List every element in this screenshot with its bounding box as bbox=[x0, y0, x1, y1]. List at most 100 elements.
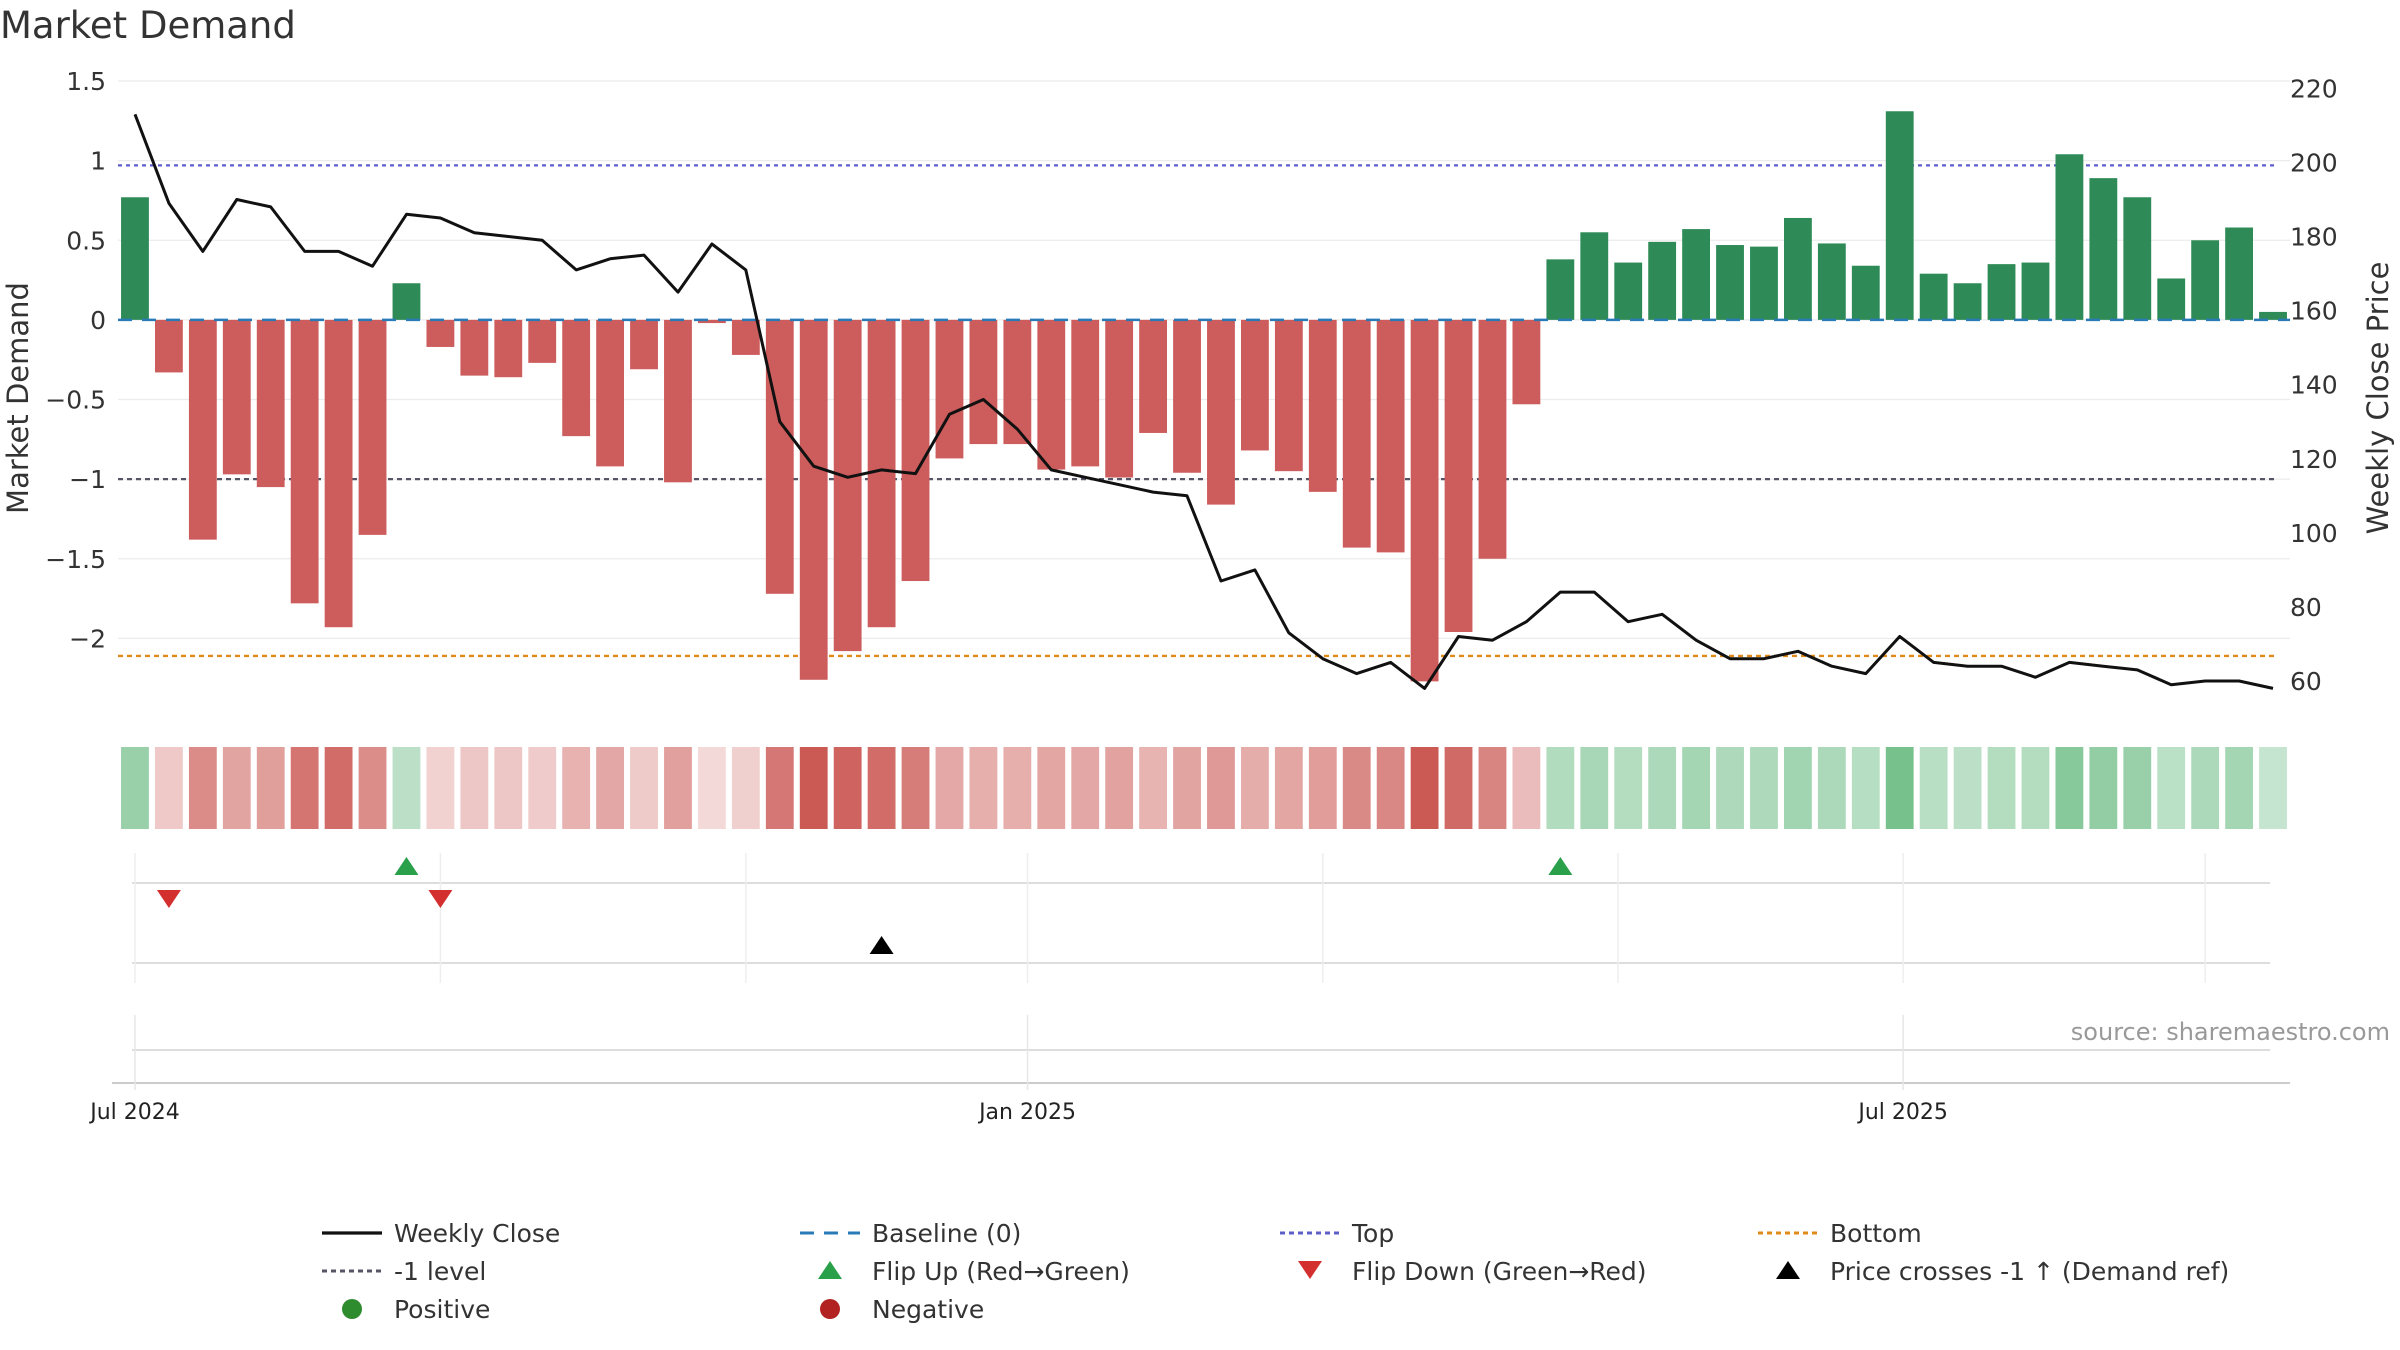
heat-cell bbox=[2225, 747, 2254, 829]
y2-tick-label: 120 bbox=[2290, 445, 2338, 474]
heat-cell bbox=[630, 747, 658, 829]
y-tick-label: 0 bbox=[90, 306, 106, 335]
chart-title: Market Demand bbox=[0, 4, 296, 47]
legend-label: Bottom bbox=[1830, 1219, 1922, 1248]
price-line bbox=[133, 113, 2274, 690]
demand-bar bbox=[1716, 245, 1744, 320]
demand-bar bbox=[2055, 154, 2084, 320]
y2-tick-label: 180 bbox=[2290, 223, 2338, 252]
demand-bar bbox=[2225, 227, 2254, 320]
legend-swatch-triangle-up bbox=[1776, 1261, 1800, 1279]
heat-cell bbox=[2157, 747, 2186, 829]
demand-bar bbox=[1274, 319, 1303, 472]
demand-bar bbox=[1037, 319, 1066, 470]
demand-bar bbox=[1885, 111, 1914, 320]
demand-bar bbox=[1003, 319, 1032, 445]
demand-bar bbox=[833, 319, 862, 652]
legend-swatch-triangle-up bbox=[818, 1261, 842, 1279]
y2-tick-label: 160 bbox=[2290, 297, 2338, 326]
demand-bar bbox=[2157, 278, 2186, 320]
heat-cell bbox=[154, 747, 183, 829]
demand-bar bbox=[1851, 265, 1880, 320]
demand-bar bbox=[1071, 319, 1100, 467]
demand-bar bbox=[2089, 178, 2118, 320]
demand-bar bbox=[630, 319, 658, 370]
heat-cell bbox=[765, 747, 794, 829]
demand-bar bbox=[799, 319, 828, 680]
event-panel bbox=[132, 853, 2270, 1051]
demand-bar bbox=[731, 319, 760, 355]
demand-bar bbox=[188, 319, 217, 540]
legend-label: Positive bbox=[394, 1295, 490, 1324]
demand-bar bbox=[901, 319, 930, 582]
x-axis: Jul 2024 Jan 2025 Jul 2025 bbox=[88, 1015, 2290, 1125]
demand-bar bbox=[969, 319, 998, 445]
heat-cell bbox=[664, 747, 692, 829]
y-tick-label: 1 bbox=[90, 147, 106, 176]
heat-cell bbox=[1105, 747, 1134, 829]
demand-bar bbox=[697, 319, 726, 324]
heat-cell bbox=[426, 747, 455, 829]
flip-up-marker bbox=[1548, 857, 1573, 875]
heat-cell bbox=[1783, 747, 1812, 829]
heat-cell bbox=[1716, 747, 1744, 829]
demand-bar bbox=[1444, 319, 1473, 633]
heat-cell bbox=[1173, 747, 1201, 829]
reference-lines bbox=[118, 164, 2278, 658]
y-tick-label: −0.5 bbox=[45, 386, 106, 415]
demand-heat-strip bbox=[121, 747, 2287, 829]
heat-cell bbox=[1919, 747, 1948, 829]
y2-tick-label: 80 bbox=[2290, 593, 2322, 622]
demand-bar bbox=[1105, 319, 1134, 478]
heat-cell bbox=[256, 747, 285, 829]
x-tick-label: Jan 2025 bbox=[977, 1100, 1076, 1125]
demand-bar bbox=[1953, 283, 1982, 320]
flip-down-marker bbox=[156, 890, 181, 908]
price-cross-marker bbox=[869, 936, 894, 954]
demand-bar bbox=[2021, 262, 2050, 320]
heat-cell bbox=[867, 747, 896, 829]
heat-cell bbox=[1444, 747, 1473, 829]
source-note: source: sharemaestro.com bbox=[2071, 1018, 2390, 1046]
y-axis-ticks: 1.5 1 0.5 0 −0.5 −1 −1.5 −2 bbox=[45, 67, 106, 653]
heat-cell bbox=[1512, 747, 1541, 829]
demand-bar bbox=[562, 319, 591, 437]
y2-tick-label: 100 bbox=[2290, 519, 2338, 548]
legend-label: Top bbox=[1351, 1219, 1394, 1248]
y-axis-label: Market Demand bbox=[1, 282, 35, 514]
demand-bar bbox=[426, 319, 455, 347]
heat-cell bbox=[188, 747, 217, 829]
heat-cell bbox=[1478, 747, 1507, 829]
legend-label: Price crosses -1 ↑ (Demand ref) bbox=[1830, 1257, 2229, 1286]
legend-swatch-triangle-down bbox=[1298, 1261, 1322, 1279]
heat-cell bbox=[1953, 747, 1982, 829]
demand-bar bbox=[1478, 319, 1507, 559]
heat-cell bbox=[1274, 747, 1303, 829]
x-tick-label: Jul 2024 bbox=[88, 1100, 180, 1125]
heat-cell bbox=[1885, 747, 1914, 829]
demand-bar bbox=[2191, 240, 2220, 320]
weekly-close-line bbox=[133, 113, 2274, 690]
flip-down-marker bbox=[428, 890, 453, 908]
heat-cell bbox=[121, 747, 149, 829]
legend-label: Flip Down (Green→Red) bbox=[1352, 1257, 1647, 1286]
heat-cell bbox=[358, 747, 387, 829]
y2-axis-ticks: 220 200 180 160 140 120 100 80 60 bbox=[2290, 74, 2338, 696]
heat-cell bbox=[969, 747, 998, 829]
heat-cell bbox=[833, 747, 862, 829]
heat-cell bbox=[494, 747, 523, 829]
demand-bar bbox=[2259, 311, 2287, 320]
demand-bar bbox=[1648, 241, 1677, 320]
heat-cell bbox=[1851, 747, 1880, 829]
heat-cell bbox=[1546, 747, 1575, 829]
heat-cell bbox=[2259, 747, 2287, 829]
legend: Weekly Close Baseline (0) Top Bottom -1 leve… bbox=[322, 1219, 2229, 1324]
demand-bar bbox=[154, 319, 183, 373]
heat-cell bbox=[1410, 747, 1439, 829]
y2-tick-label: 220 bbox=[2290, 74, 2338, 103]
heat-cell bbox=[1580, 747, 1609, 829]
heat-cell bbox=[1342, 747, 1371, 829]
demand-bar bbox=[1580, 232, 1609, 320]
heat-cell bbox=[1682, 747, 1711, 829]
y-tick-label: −1.5 bbox=[45, 545, 106, 574]
